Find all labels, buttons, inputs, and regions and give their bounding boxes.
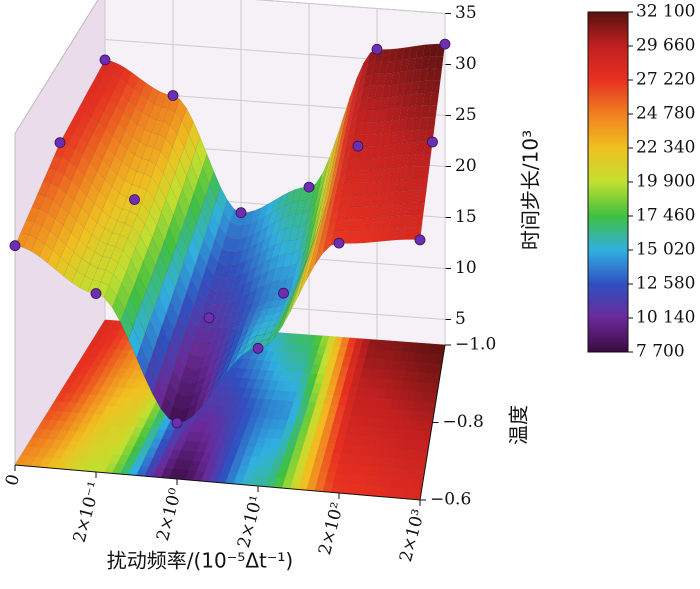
z-tick-label: 15 [455,207,477,227]
data-point [427,136,438,148]
data-point [333,237,345,249]
data-point [439,38,451,50]
z-tick-label: 35 [455,3,477,23]
colorbar-tick-label: 10 140 [636,308,695,328]
surface-patch [429,92,440,106]
surface-patch [416,190,427,204]
colorbar-tick-label: 27 220 [636,70,695,90]
x-tick-label: 2×10² [315,500,348,557]
data-point [352,140,364,152]
colorbar-tick-label: 12 580 [636,274,695,294]
x-axis-title: 扰动频率/(10⁻⁵Δt⁻¹) [107,549,293,573]
x-tick-label: 2×10³ [396,507,429,564]
data-point [414,234,426,246]
data-point [203,312,215,324]
colorbar-tick-label: 19 900 [636,172,695,192]
data-point [167,90,179,101]
surface-patch [418,178,429,192]
x-tick-label: 2×10⁻¹ [70,479,105,545]
data-point [371,43,383,55]
colorbar-tick-label: 22 340 [636,138,695,158]
surface-patch [428,104,438,118]
data-point [54,137,66,149]
z-tick-label: 30 [455,54,477,74]
data-point [252,342,264,354]
z-tick-label: 25 [455,105,477,125]
data-point [129,194,140,206]
data-point [99,54,111,66]
y-tick-label: −0.6 [430,490,471,510]
data-point [9,240,21,252]
x-tick-label: 2×10¹ [234,493,267,550]
colorbar [587,11,629,353]
colorbar-tick-label: 7 700 [636,342,685,362]
colorbar-tick-label: 24 780 [636,104,695,124]
colorbar-tick-label: 17 460 [636,206,695,226]
colorbar-tick-label: 15 020 [636,240,695,260]
grid-line [254,0,446,14]
y-axis-title: 温度 [507,405,531,445]
surface-patch [414,202,425,216]
surface [14,43,446,424]
data-point [303,181,315,193]
y-tick-label: −0.8 [443,412,484,432]
surface-patch [431,80,441,94]
colorbar-tick-label: 29 660 [636,36,695,56]
surface-patch [434,55,444,69]
y-tick-label: −1.0 [455,335,496,355]
z-tick-label: 5 [455,309,466,329]
z-axis-title: 时间步长/10³ [519,130,543,250]
data-point [171,417,183,429]
surface-patch [433,68,443,82]
x-tick-label: 0 [2,472,24,488]
surface-patch [426,116,436,131]
surface-patch [413,214,424,228]
x-tick-label: 2×10⁰ [153,486,186,543]
z-tick-label: 10 [455,258,477,278]
colorbar-tick-label: 32 100 [636,2,695,22]
surface-patch [421,153,432,167]
z-tick-label: 20 [455,156,477,176]
data-point [90,288,102,299]
data-point [278,287,289,299]
surface-patch [419,165,430,179]
data-point [235,207,247,219]
